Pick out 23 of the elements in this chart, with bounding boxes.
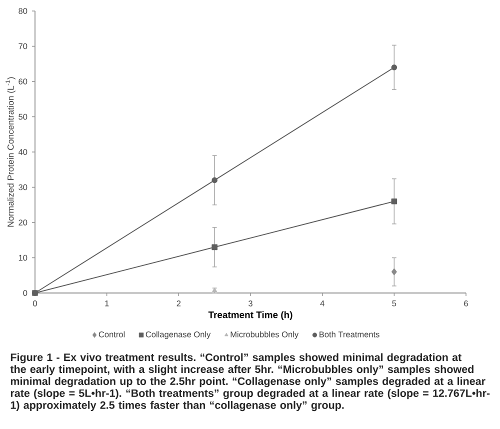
x-axis-title: Treatment Time (h) (208, 311, 292, 320)
x-tick-label: 6 (464, 300, 468, 306)
x-tick-label: 0 (33, 300, 37, 306)
y-tick-label: 80 (18, 8, 28, 14)
x-tick-label: 1 (105, 300, 109, 306)
caption: Figure 1 - Ex vivo treatment results. “Control” samples showed minimal degradation at the early timepoint, with a slight increase after 5hr. “Microbubbles only” samples showed minimal degradation up to the 2.5hr point. “Collagenase only” samples degraded at a linear rate (slope = 5L•hr-1). “Both treatments” group degraded at a linear rate (slope = 12.767L•hr-1) approximately 2.5 times faster than “collagenase only” group. (10, 353, 490, 412)
x-tick-label: 3 (248, 300, 252, 306)
y-tick-label: 30 (18, 184, 28, 190)
y-tick-label: 70 (18, 43, 28, 50)
y-tick-label: 20 (18, 220, 28, 226)
x-tick-label: 4 (320, 300, 324, 306)
y-tick-label: 50 (18, 114, 28, 120)
legend-label: Collagenase Only (146, 331, 211, 339)
x-tick-label: 2 (176, 300, 181, 306)
y-axis-title: Normalized Protein Concentration (L$^{-1}$) (6, 77, 16, 227)
legend-label: Microbubbles Only (230, 331, 299, 339)
legend-label: Control (98, 331, 125, 338)
y-tick-label: 10 (18, 254, 28, 261)
y-tick-label: 0 (23, 290, 28, 296)
legend-label: Both Treatments (320, 331, 380, 338)
y-tick-label: 60 (18, 78, 28, 84)
x-tick-label: 5 (392, 300, 396, 306)
y-tick-label: 40 (18, 149, 28, 155)
